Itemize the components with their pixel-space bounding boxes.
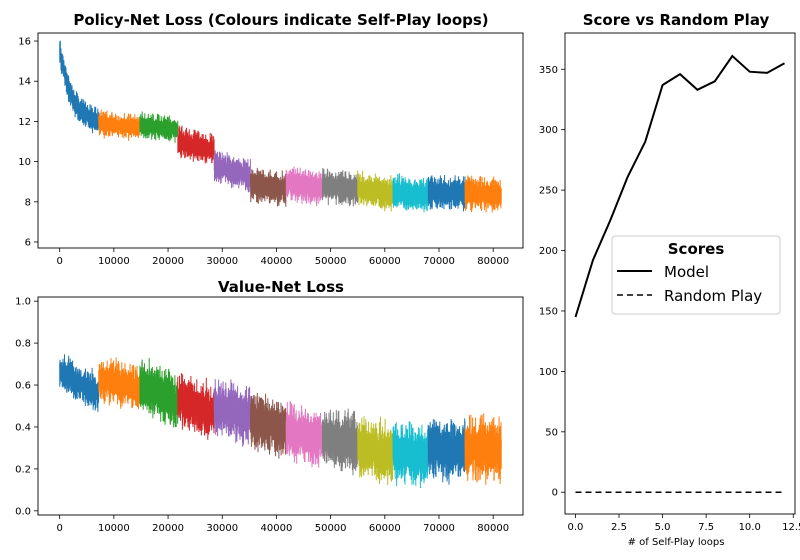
policy-loss-x-tick-label: 40000 bbox=[261, 256, 293, 267]
policy-loss-y-tick-label: 6 bbox=[25, 237, 31, 248]
policy-loss-x-tick-label: 70000 bbox=[423, 256, 455, 267]
value-loss-y-tick-label: 0.0 bbox=[15, 506, 31, 517]
policy-loss-title: Policy-Net Loss (Colours indicate Self-P… bbox=[73, 11, 488, 29]
score-y-tick-label: 0 bbox=[552, 488, 558, 499]
value-loss-series-1 bbox=[59, 354, 100, 412]
score-x-tick-label: 10.0 bbox=[739, 522, 761, 533]
policy-loss-y-tick-label: 12 bbox=[18, 117, 31, 128]
value-loss-title: Value-Net Loss bbox=[218, 278, 344, 296]
policy-loss-series-7 bbox=[285, 166, 323, 207]
value-loss-series-group bbox=[59, 354, 502, 489]
legend-label-random-play: Random Play bbox=[664, 287, 762, 305]
policy-loss-y-tick-label: 14 bbox=[18, 77, 31, 88]
score-y-tick-label: 200 bbox=[539, 246, 558, 257]
value-loss-x-tick-label: 40000 bbox=[261, 523, 293, 534]
score-chart: Score vs Random Play # of Self-Play loop… bbox=[539, 11, 800, 548]
policy-loss-series-5 bbox=[213, 150, 251, 193]
value-loss-series-2 bbox=[98, 357, 141, 410]
legend-label-model: Model bbox=[664, 263, 709, 281]
value-loss-series-7 bbox=[285, 400, 323, 468]
score-y-tick-label: 50 bbox=[545, 427, 558, 438]
policy-loss-x-tick-label: 30000 bbox=[206, 256, 238, 267]
value-loss-series-5 bbox=[213, 379, 251, 447]
policy-loss-x-tick-label: 80000 bbox=[477, 256, 509, 267]
policy-loss-plot-frame bbox=[37, 32, 524, 249]
score-x-tick-label: 12.5 bbox=[782, 522, 800, 533]
policy-loss-x-tick-label: 10000 bbox=[98, 256, 130, 267]
value-loss-x-tick-label: 80000 bbox=[477, 523, 509, 534]
value-loss-series-4 bbox=[177, 373, 215, 440]
value-loss-series-3 bbox=[139, 358, 179, 428]
score-title: Score vs Random Play bbox=[583, 11, 770, 29]
value-loss-x-tick-label: 70000 bbox=[423, 523, 455, 534]
value-loss-x-tick-label: 50000 bbox=[315, 523, 347, 534]
value-loss-x-tick-label: 30000 bbox=[206, 523, 238, 534]
policy-loss-y-tick-label: 10 bbox=[18, 157, 31, 168]
value-loss-y-tick-label: 0.6 bbox=[15, 381, 31, 392]
policy-loss-series-2 bbox=[98, 109, 141, 141]
value-loss-y-tick-label: 0.8 bbox=[15, 339, 31, 350]
value-loss-series-9 bbox=[357, 416, 394, 485]
legend-title: Scores bbox=[668, 240, 725, 258]
score-x-tick-label: 0.0 bbox=[568, 522, 584, 533]
value-loss-y-tick-label: 0.2 bbox=[15, 464, 31, 475]
value-loss-series-10 bbox=[392, 421, 429, 489]
policy-loss-x-tick-label: 50000 bbox=[315, 256, 347, 267]
policy-loss-series-group bbox=[59, 40, 502, 213]
score-x-tick-label: 5.0 bbox=[655, 522, 671, 533]
legend-box bbox=[611, 235, 781, 315]
score-y-tick-label: 350 bbox=[539, 65, 558, 76]
score-series-group bbox=[574, 54, 785, 493]
value-loss-series-11 bbox=[427, 418, 466, 485]
policy-loss-series-10 bbox=[392, 173, 429, 213]
value-loss-x-tick-label: 60000 bbox=[369, 523, 401, 534]
value-loss-x-tick-label: 0 bbox=[56, 523, 62, 534]
policy-loss-x-tick-label: 60000 bbox=[369, 256, 401, 267]
policy-loss-series-1 bbox=[59, 40, 100, 134]
value-loss-x-tick-label: 10000 bbox=[98, 523, 130, 534]
value-loss-x-tick-label: 20000 bbox=[152, 523, 184, 534]
score-legend: Scores Model Random Play bbox=[611, 235, 781, 315]
policy-loss-series-8 bbox=[322, 167, 359, 207]
value-loss-y-tick-label: 1.0 bbox=[15, 297, 31, 308]
policy-loss-series-6 bbox=[249, 167, 287, 207]
policy-loss-series-3 bbox=[139, 111, 179, 143]
value-loss-y-tick-label: 0.4 bbox=[15, 422, 31, 433]
value-loss-series-8 bbox=[322, 408, 359, 476]
score-y-tick-label: 100 bbox=[539, 367, 558, 378]
policy-loss-series-9 bbox=[357, 170, 394, 212]
policy-loss-series-4 bbox=[177, 125, 215, 164]
policy-loss-series-12 bbox=[464, 175, 502, 213]
policy-loss-x-tick-label: 0 bbox=[56, 256, 62, 267]
score-x-tick-label: 7.5 bbox=[698, 522, 714, 533]
policy-loss-chart: Policy-Net Loss (Colours indicate Self-P… bbox=[18, 11, 524, 267]
score-y-tick-label: 150 bbox=[539, 306, 558, 317]
value-loss-chart: Value-Net Loss 0 10000 20000 30000 40000 5000… bbox=[15, 278, 524, 534]
score-x-axis-label: # of Self-Play loops bbox=[628, 537, 725, 548]
policy-loss-x-tick-label: 20000 bbox=[152, 256, 184, 267]
policy-loss-y-tick-label: 16 bbox=[18, 37, 31, 48]
score-y-tick-label: 250 bbox=[539, 186, 558, 197]
value-loss-plot-frame bbox=[37, 296, 524, 516]
value-loss-series-12 bbox=[464, 413, 502, 485]
value-loss-series-6 bbox=[249, 392, 287, 459]
score-series-model bbox=[574, 54, 785, 318]
score-x-tick-label: 2.5 bbox=[611, 522, 627, 533]
score-plot-frame bbox=[564, 32, 796, 515]
policy-loss-series-11 bbox=[427, 174, 466, 212]
policy-loss-y-tick-label: 8 bbox=[25, 197, 31, 208]
score-y-tick-label: 300 bbox=[539, 125, 558, 136]
